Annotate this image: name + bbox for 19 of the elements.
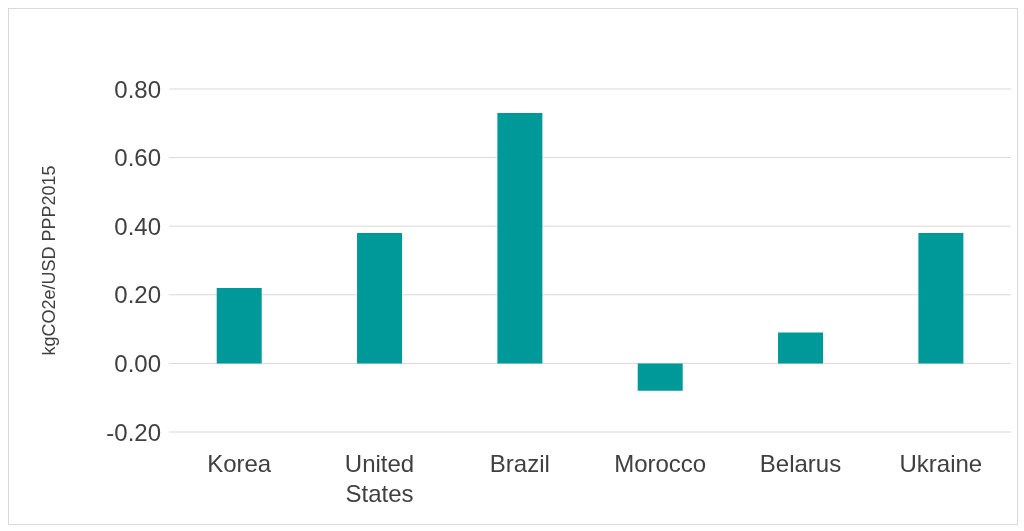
bar: [778, 332, 824, 364]
bar: [918, 233, 964, 364]
y-tick-label: 0.40: [114, 212, 161, 240]
y-tick-label: -0.20: [106, 418, 161, 446]
x-tick-label: Korea: [207, 450, 272, 477]
bar: [357, 233, 403, 364]
x-tick-label: Brazil: [489, 450, 550, 477]
y-tick-label: 0.00: [114, 349, 161, 377]
x-tick-label: United States: [344, 450, 415, 507]
y-tick-label: 0.20: [114, 281, 161, 309]
bar: [497, 113, 543, 364]
x-tick-label: Ukraine: [899, 450, 983, 477]
bar: [216, 287, 262, 364]
x-tick-label: Belarus: [759, 450, 842, 477]
y-tick-label: 0.80: [114, 75, 161, 103]
bar: [637, 363, 683, 391]
y-axis-title: kgCO2e/USD PPP2015: [39, 165, 60, 356]
x-tick-label: Morocco: [614, 450, 707, 477]
y-tick-label: 0.60: [114, 144, 161, 172]
